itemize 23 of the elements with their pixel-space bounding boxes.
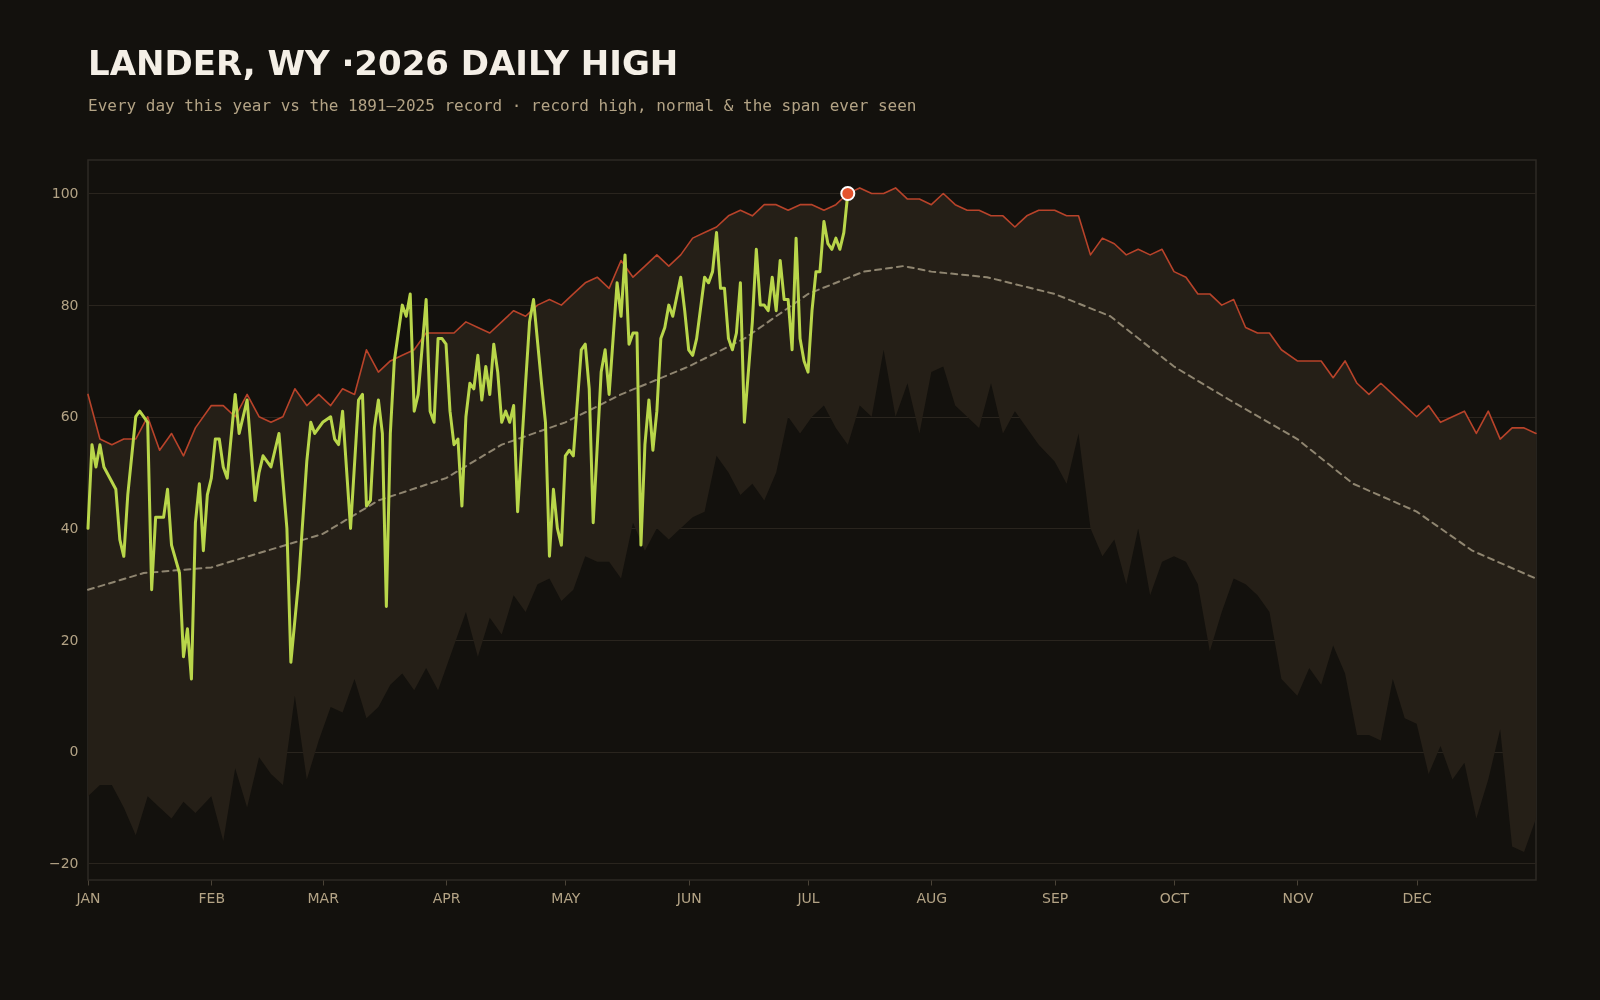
y-tick-label: 0 [69,743,79,760]
chart-title: LANDER, WY ·2026 DAILY HIGH [88,43,679,83]
x-tick-label: APR [432,889,461,906]
y-tick-label: −20 [48,854,79,871]
x-tick-label: MAR [307,889,340,906]
x-tick-label: AUG [916,889,948,906]
line-series [87,265,1537,591]
x-tick-label: JUL [796,889,820,906]
y-tick-label: 60 [60,408,79,425]
y-tick-label: 100 [51,184,79,201]
y-tick-label: 40 [60,519,79,536]
y-tick-label: 20 [60,631,79,648]
x-tick-label: SEP [1042,889,1069,906]
line-series [87,187,1537,457]
x-tick-label: MAY [551,889,581,906]
y-tick-label: 80 [60,296,79,313]
chart-subtitle: Every day this year vs the 1891–2025 record · record high, normal & the span ever seen [88,96,917,115]
x-tick-label: JAN [75,889,101,906]
x-tick-label: JUN [675,889,702,906]
x-tick-label: DEC [1402,889,1433,906]
x-tick-label: OCT [1159,889,1190,906]
x-tick-label: NOV [1282,889,1314,906]
x-tick-label: FEB [198,889,226,906]
